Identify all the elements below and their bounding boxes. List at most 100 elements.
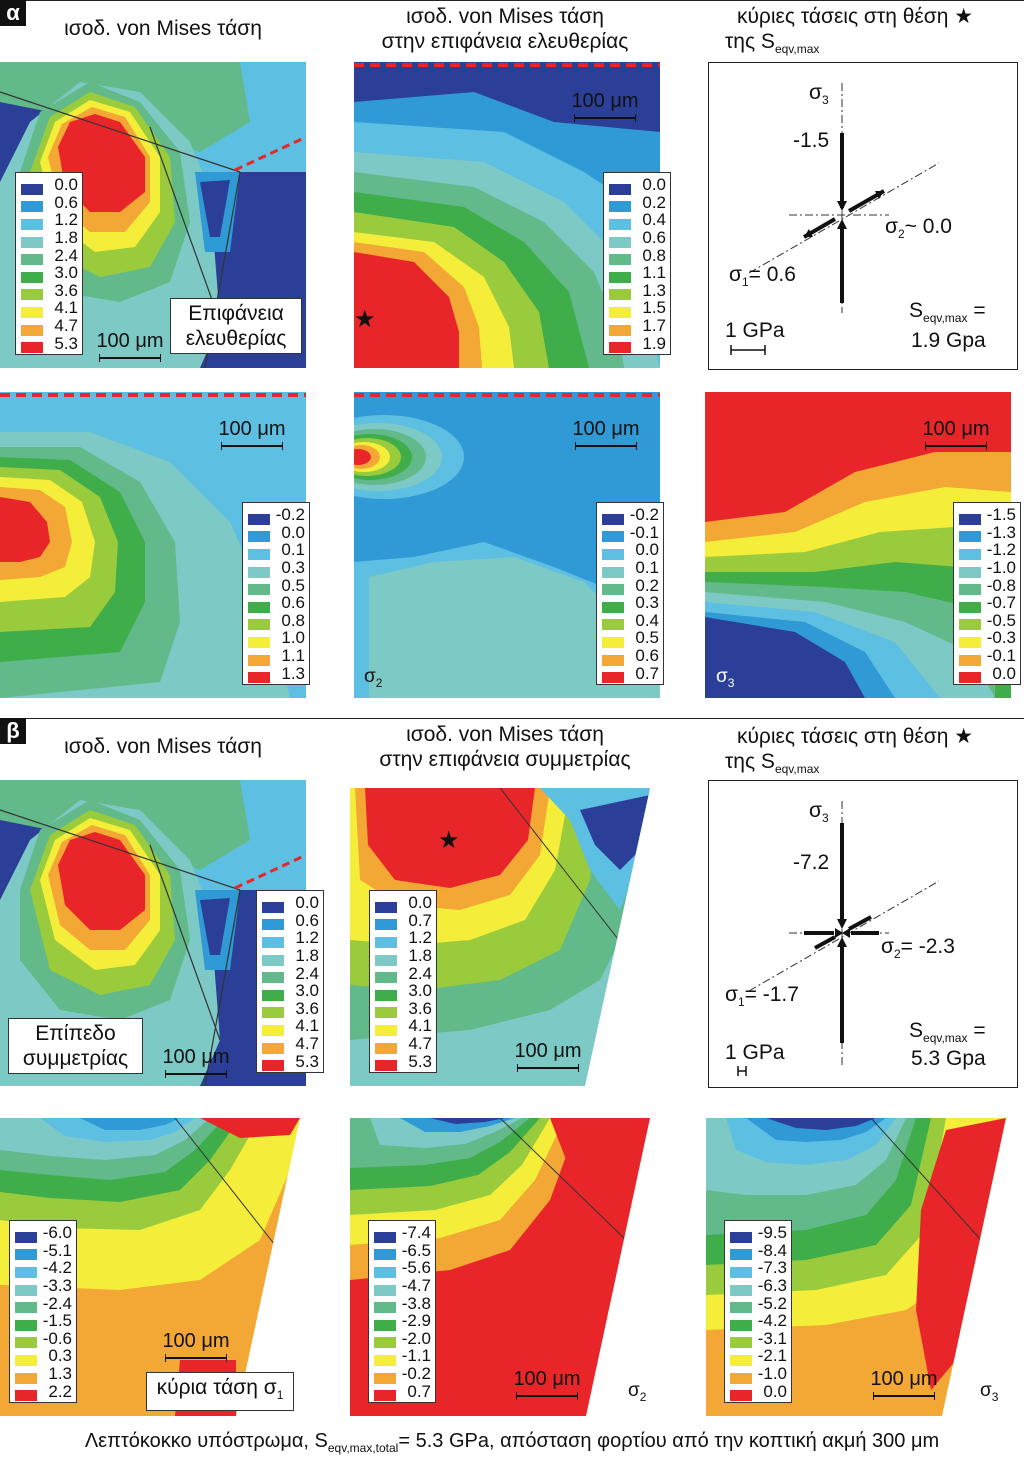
legend-entry: 0.3: [15, 1346, 72, 1366]
legend-value: -0.5: [986, 610, 1016, 630]
legend-entry: -0.6: [15, 1328, 72, 1349]
b-s2-legend: -7.4 -6.5 -5.6 -4.7 -3.8 -2.9 -2.0 -1.1 -0.2 0.7: [368, 1220, 436, 1403]
legend-value: -0.7: [986, 593, 1016, 613]
legend-value: -5.1: [42, 1240, 72, 1260]
legend-entry: 3.6: [375, 998, 432, 1019]
a-vm-surface-panel: [354, 62, 660, 368]
legend-value: 0.3: [48, 1346, 72, 1366]
legend-swatch: [21, 271, 43, 283]
legend-swatch: [374, 1302, 396, 1314]
legend-swatch: [602, 513, 624, 525]
legend-swatch: [262, 919, 284, 931]
legend-swatch: [374, 1249, 396, 1261]
legend-value: 0.0: [281, 522, 305, 542]
legend-swatch: [262, 1042, 284, 1054]
b-s1-scale-label: 100 μm: [162, 1330, 230, 1352]
legend-swatch: [602, 672, 624, 684]
legend-entry: 3.6: [21, 282, 78, 301]
legend-value: 4.1: [54, 298, 78, 318]
a-title-col2-line1: ισοδ. von Mises τάση: [406, 5, 604, 28]
a-title-col3-sub: eqv,max: [774, 42, 820, 57]
legend-value: -6.5: [401, 1240, 431, 1260]
legend-value: -9.5: [757, 1223, 787, 1243]
legend-entry: 1.5: [609, 299, 666, 318]
b-stress-diagram: [737, 801, 940, 1076]
legend-entry: -0.2: [374, 1365, 431, 1384]
legend-value: -5.2: [757, 1293, 787, 1313]
legend-entry: 0.7: [602, 664, 659, 684]
b-sigma1-value: σ1= -1.7: [725, 983, 799, 1010]
b-s3-scale-bar: 100 μm: [862, 1368, 946, 1400]
legend-entry: 1.0: [248, 629, 305, 648]
legend-swatch: [375, 936, 397, 948]
legend-swatch: [959, 548, 981, 560]
legend-swatch: [375, 1007, 397, 1019]
legend-value: -7.3: [757, 1258, 787, 1278]
legend-entry: -1.1: [374, 1347, 431, 1366]
scale-bar-line: [165, 1070, 227, 1078]
b-vm-symmetry-star: ★: [438, 827, 460, 854]
a-s3-legend: -1.5 -1.3 -1.2 -1.0 -0.8 -0.7 -0.5 -0.3 -0.1 0.0: [953, 502, 1021, 685]
a-vm-surface-plot: [354, 62, 660, 368]
legend-entry: -1.0: [959, 559, 1016, 578]
b-s2-panel-label: σ2: [628, 1380, 647, 1404]
legend-entry: 4.1: [21, 298, 78, 318]
legend-value: -1.5: [42, 1311, 72, 1331]
legend-entry: -2.9: [374, 1312, 431, 1331]
legend-value: 0.0: [295, 893, 319, 913]
legend-entry: -0.5: [959, 610, 1016, 631]
legend-swatch: [375, 989, 397, 1001]
legend-entry: -8.4: [730, 1242, 787, 1261]
legend-entry: -5.1: [15, 1240, 72, 1261]
scale-bar-line: [221, 442, 283, 450]
legend-value: 1.8: [295, 946, 319, 966]
a-s3-scale-bar: 100 μm: [914, 418, 998, 450]
legend-value: 5.3: [408, 1051, 432, 1071]
legend-value: 2.4: [408, 963, 432, 983]
legend-swatch: [15, 1319, 37, 1331]
legend-value: -4.2: [42, 1258, 72, 1278]
legend-value: 0.3: [635, 593, 659, 613]
legend-value: -1.5: [986, 505, 1016, 525]
legend-entry: -1.2: [959, 541, 1016, 560]
legend-value: -0.6: [42, 1328, 72, 1348]
legend-entry: -4.2: [730, 1312, 787, 1331]
scale-bar-line: [574, 114, 636, 122]
a-stress-diagram: [730, 83, 940, 355]
b-vm-legend: 0.0 0.6 1.2 1.8 2.4 3.0 3.6 4.1 4.7 5.3: [256, 890, 324, 1073]
legend-value: 1.3: [642, 280, 666, 300]
legend-entry: -1.5: [15, 1311, 72, 1331]
a-s3-panel-label: σ3: [716, 666, 735, 690]
legend-entry: -2.1: [730, 1346, 787, 1366]
legend-swatch: [21, 342, 43, 354]
b-s1-legend: -6.0 -5.1 -4.2 -3.3 -2.4 -1.5 -0.6 0.3 1.3 2.2: [9, 1220, 77, 1403]
legend-swatch: [21, 218, 43, 230]
legend-entry: -0.7: [959, 593, 1016, 613]
section-b-badge: β: [0, 718, 26, 744]
a-s3-contour-panel: [705, 392, 1011, 698]
legend-value: 3.6: [408, 998, 432, 1018]
legend-swatch: [609, 306, 631, 318]
legend-swatch: [15, 1231, 37, 1243]
legend-value: -0.8: [986, 575, 1016, 595]
a-principal-stress-box: σ3 -1.5 σ2~ 0.0 σ1= 0.6 1 GPa Seqv,max =…: [708, 62, 1018, 370]
a-sigma2-value: σ2~ 0.0: [885, 215, 952, 242]
legend-value: -2.1: [757, 1346, 787, 1366]
legend-entry: -0.1: [602, 524, 659, 543]
scale-bar-line: [99, 354, 161, 362]
legend-value: 2.4: [295, 963, 319, 983]
a-title-col3-line2: της Seqv,max: [705, 29, 1005, 62]
legend-swatch: [602, 566, 624, 578]
b-s2-contour-plot: [350, 1118, 650, 1416]
legend-entry: -5.6: [374, 1259, 431, 1278]
legend-entry: 5.3: [262, 1052, 319, 1072]
legend-entry: -6.5: [374, 1240, 431, 1261]
legend-entry: 0.1: [248, 541, 305, 560]
legend-value: 0.0: [408, 893, 432, 913]
legend-value: -0.1: [986, 646, 1016, 666]
b-title-col2-line2: στην επιφάνεια συμμετρίας: [379, 748, 631, 771]
legend-swatch: [262, 936, 284, 948]
legend-swatch: [248, 531, 270, 543]
legend-swatch: [15, 1249, 37, 1261]
legend-value: 0.7: [407, 1381, 431, 1401]
